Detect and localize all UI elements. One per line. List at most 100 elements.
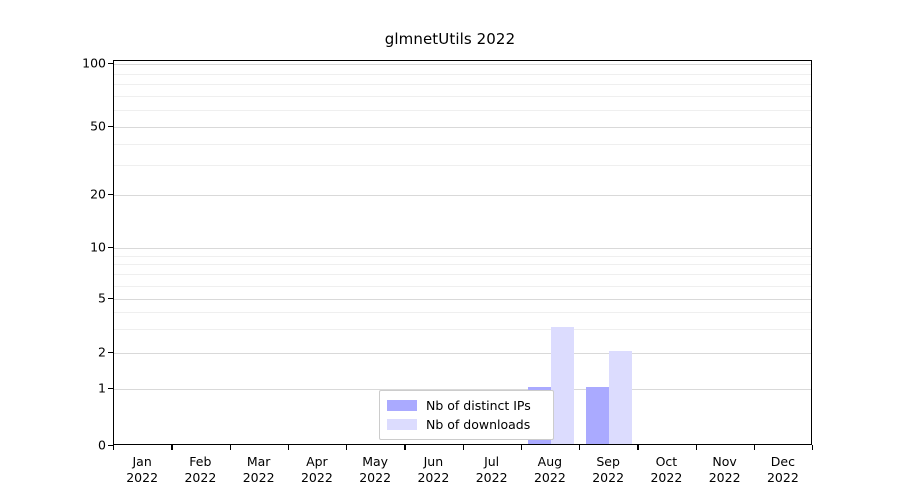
x-tick-year-jan: 2022 bbox=[126, 470, 159, 485]
x-tick-month-sep: Sep bbox=[596, 454, 620, 469]
x-tick-label-feb: Feb 2022 bbox=[165, 454, 235, 486]
x-tick-label-dec: Dec 2022 bbox=[748, 454, 818, 486]
x-tick-mark-0 bbox=[113, 445, 115, 450]
x-tick-mark-3 bbox=[287, 445, 290, 450]
gridline-minor-8 bbox=[114, 264, 811, 266]
x-tick-label-apr: Apr 2022 bbox=[282, 454, 352, 486]
gridline-major-2 bbox=[114, 353, 811, 354]
x-tick-label-jun: Jun 2022 bbox=[398, 454, 468, 486]
x-tick-year-sep: 2022 bbox=[592, 470, 625, 485]
x-tick-label-jan: Jan 2022 bbox=[107, 454, 177, 486]
x-tick-month-oct: Oct bbox=[655, 454, 678, 469]
gridline-major-10 bbox=[114, 248, 811, 249]
x-tick-month-dec: Dec bbox=[770, 454, 795, 469]
legend-item-downloads[interactable]: Nb of downloads bbox=[387, 415, 547, 434]
x-tick-label-may: May 2022 bbox=[340, 454, 410, 486]
legend-label-distinct-ips: Nb of distinct IPs bbox=[426, 398, 531, 413]
y-tick-mark-1 bbox=[108, 388, 113, 390]
x-tick-month-nov: Nov bbox=[712, 454, 737, 469]
x-tick-year-apr: 2022 bbox=[300, 470, 333, 485]
bar-aug-downloads bbox=[550, 327, 574, 444]
x-tick-mark-4 bbox=[346, 445, 348, 450]
y-tick-label-100: 100 bbox=[82, 55, 106, 71]
y-tick-label-5: 5 bbox=[98, 290, 106, 306]
x-tick-year-may: 2022 bbox=[359, 470, 392, 485]
y-tick-mark-50 bbox=[108, 126, 113, 128]
y-tick-label-50: 50 bbox=[90, 118, 106, 134]
gridline-minor-90 bbox=[114, 73, 811, 75]
x-tick-month-apr: Apr bbox=[306, 454, 328, 469]
legend-swatch-icon-downloads bbox=[387, 419, 417, 430]
y-axis-tick-labels: 0 1 2 5 10 20 50 100 bbox=[58, 56, 106, 453]
x-tick-month-may: May bbox=[362, 454, 389, 469]
x-tick-month-jan: Jan bbox=[132, 454, 152, 469]
gridline-minor-40 bbox=[114, 143, 811, 145]
x-tick-label-mar: Mar 2022 bbox=[224, 454, 294, 486]
legend-label-downloads: Nb of downloads bbox=[426, 417, 531, 432]
x-tick-label-aug: Aug 2022 bbox=[515, 454, 585, 486]
gridline-minor-9 bbox=[114, 255, 811, 257]
gridline-major-100 bbox=[114, 64, 811, 65]
x-tick-year-jun: 2022 bbox=[417, 470, 450, 485]
y-tick-mark-10 bbox=[108, 247, 113, 249]
bar-sep-downloads bbox=[609, 351, 632, 444]
y-tick-label-10: 10 bbox=[90, 239, 106, 255]
plot-area bbox=[113, 60, 812, 445]
x-tick-year-oct: 2022 bbox=[650, 470, 683, 485]
y-tick-mark-0 bbox=[108, 445, 113, 447]
y-tick-label-1: 1 bbox=[98, 380, 106, 396]
x-tick-month-jul: Jul bbox=[484, 454, 500, 469]
gridline-minor-3 bbox=[114, 329, 811, 331]
x-tick-month-feb: Feb bbox=[189, 454, 212, 469]
x-tick-mark-10 bbox=[695, 445, 697, 450]
y-axis-tick-marks bbox=[0, 60, 120, 447]
x-axis: Jan 2022 Feb 2022 Mar 2022 Apr 2022 May 2022 Jun 20… bbox=[0, 445, 900, 500]
x-tick-year-dec: 2022 bbox=[766, 470, 799, 485]
y-tick-label-2: 2 bbox=[98, 344, 106, 360]
y-tick-mark-20 bbox=[108, 194, 113, 196]
x-tick-month-mar: Mar bbox=[246, 454, 271, 469]
y-tick-mark-2 bbox=[108, 352, 113, 354]
x-tick-year-mar: 2022 bbox=[242, 470, 275, 485]
x-tick-mark-8 bbox=[579, 445, 581, 450]
page-title: glmnetUtils 2022 bbox=[384, 30, 516, 48]
x-tick-year-jul: 2022 bbox=[475, 470, 508, 485]
gridline-major-50 bbox=[114, 127, 811, 128]
legend-item-distinct-ips[interactable]: Nb of distinct IPs bbox=[387, 396, 547, 415]
x-tick-label-oct: Oct 2022 bbox=[631, 454, 701, 486]
x-tick-label-jul: Jul 2022 bbox=[457, 454, 527, 486]
gridline-minor-30 bbox=[114, 164, 811, 166]
x-tick-mark-9 bbox=[637, 445, 639, 450]
x-tick-label-nov: Nov 2022 bbox=[690, 454, 760, 486]
gridline-major-20 bbox=[114, 195, 811, 196]
gridline-major-1 bbox=[114, 389, 811, 390]
x-tick-mark-7 bbox=[520, 445, 523, 450]
x-tick-mark-5 bbox=[404, 445, 406, 450]
y-tick-label-0: 0 bbox=[98, 437, 106, 453]
y-tick-mark-100 bbox=[108, 63, 113, 65]
legend[interactable]: Nb of distinct IPs Nb of downloads bbox=[379, 390, 554, 440]
x-tick-mark-1 bbox=[171, 445, 173, 450]
gridline-minor-7 bbox=[114, 274, 811, 276]
x-tick-month-aug: Aug bbox=[537, 454, 563, 469]
y-tick-mark-5 bbox=[108, 298, 113, 300]
x-tick-year-feb: 2022 bbox=[184, 470, 217, 485]
x-tick-month-jun: Jun bbox=[423, 454, 444, 469]
x-tick-label-sep: Sep 2022 bbox=[573, 454, 643, 486]
x-tick-year-nov: 2022 bbox=[708, 470, 741, 485]
gridline-minor-6 bbox=[114, 285, 811, 287]
gridline-minor-60 bbox=[114, 110, 811, 112]
x-tick-mark-2 bbox=[229, 445, 231, 450]
gridline-minor-4 bbox=[114, 312, 811, 314]
x-tick-mark-11 bbox=[753, 445, 756, 450]
gridline-major-5 bbox=[114, 299, 811, 300]
x-tick-year-aug: 2022 bbox=[533, 470, 566, 485]
bar-sep-distinct-ips bbox=[586, 387, 610, 444]
gridline-minor-80 bbox=[114, 84, 811, 86]
x-tick-mark-12 bbox=[812, 445, 814, 450]
x-tick-mark-6 bbox=[462, 445, 464, 450]
legend-swatch-icon-distinct-ips bbox=[387, 400, 417, 411]
y-tick-label-20: 20 bbox=[90, 186, 106, 202]
gridline-minor-70 bbox=[114, 96, 811, 98]
